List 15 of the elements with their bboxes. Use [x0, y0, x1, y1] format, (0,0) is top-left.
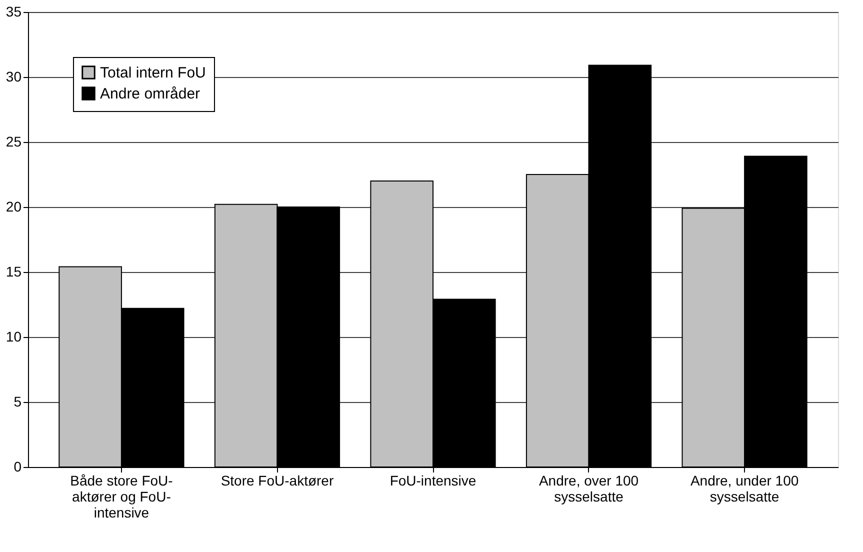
y-tick-label: 35 — [6, 4, 22, 20]
x-tick-label: FoU-intensive — [390, 472, 476, 488]
legend-label: Total intern FoU — [100, 64, 206, 82]
x-tick-label: Andre, over 100 sysselsatte — [538, 472, 639, 504]
y-tick-label: 10 — [6, 328, 22, 344]
x-tick-label: Både store FoU-aktører og FoU-intensive — [70, 472, 174, 520]
y-tick-label: 25 — [6, 134, 22, 150]
y-tick-label: 30 — [6, 68, 22, 84]
x-tick-label: Store FoU-aktører — [220, 472, 334, 488]
y-tick-label: 0 — [14, 458, 22, 474]
y-tick-label: 5 — [14, 394, 22, 410]
y-tick-label: 15 — [6, 264, 22, 280]
x-tick-label: Andre, under 100 sysselsatte — [690, 472, 799, 504]
legend-label: Andre områder — [100, 86, 200, 102]
y-tick-label: 20 — [6, 198, 22, 214]
